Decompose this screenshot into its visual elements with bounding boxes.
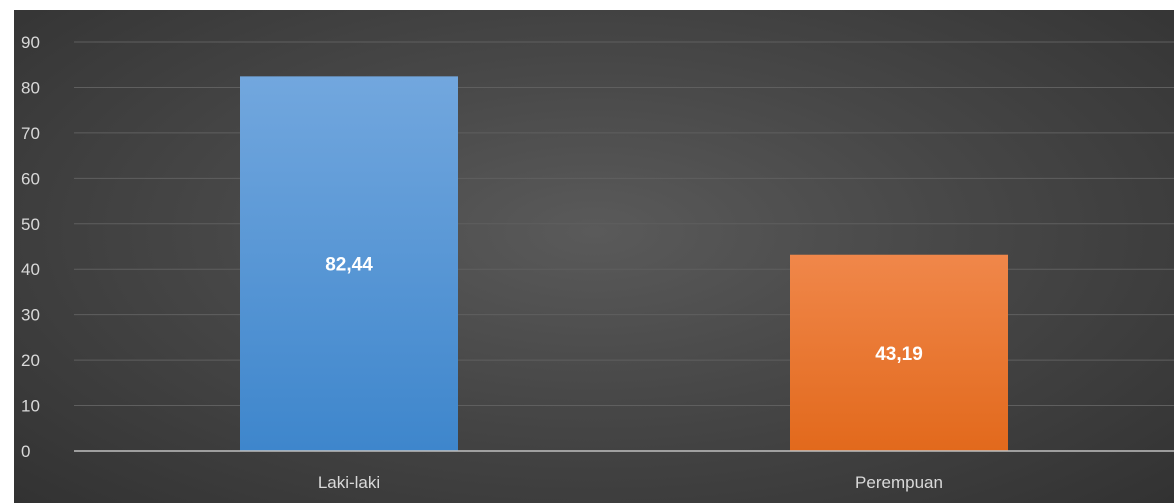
y-tick-label: 70	[21, 124, 40, 143]
chart-area: 0 10 20 30 40 50 60 70 80 90 Laki-laki Perempuan 8…	[14, 10, 1174, 503]
bars	[240, 76, 1008, 451]
y-tick-label: 40	[21, 260, 40, 279]
y-tick-label: 20	[21, 351, 40, 370]
bar-chart: 0 10 20 30 40 50 60 70 80 90 Laki-laki Perempuan 8…	[21, 33, 1174, 492]
y-tick-label: 10	[21, 397, 40, 416]
y-tick-label: 80	[21, 78, 40, 97]
data-label: 43,19	[875, 344, 923, 365]
y-tick-label: 30	[21, 306, 40, 325]
y-tick-label: 0	[21, 442, 30, 461]
y-tick-label: 60	[21, 169, 40, 188]
x-tick-label: Laki-laki	[318, 473, 380, 492]
data-labels: 82,44 43,19	[325, 255, 923, 365]
bar-perempuan	[790, 254, 1008, 451]
y-tick-label: 90	[21, 33, 40, 52]
x-tick-label: Perempuan	[855, 473, 943, 492]
gridlines	[74, 41, 1174, 407]
bar-laki-laki	[240, 76, 458, 451]
y-axis-tick-labels: 0 10 20 30 40 50 60 70 80 90	[21, 33, 40, 461]
data-label: 82,44	[325, 255, 373, 276]
x-axis-category-labels: Laki-laki Perempuan	[318, 473, 943, 492]
y-tick-label: 50	[21, 215, 40, 234]
